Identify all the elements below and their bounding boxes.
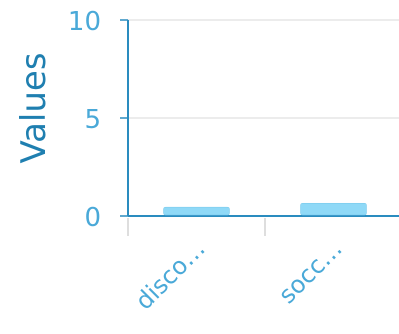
x-tick-label: socc…	[273, 234, 348, 309]
bar-2	[300, 202, 367, 216]
labels: 0 5 10 disco… socc… Values	[14, 7, 348, 315]
y-axis-title: Values	[14, 52, 54, 163]
y-tick-label: 5	[84, 105, 101, 135]
bars	[163, 202, 367, 216]
bar-1	[163, 206, 230, 216]
x-tick-label: disco…	[130, 234, 211, 315]
y-tick-label: 10	[68, 7, 101, 37]
axes	[120, 19, 399, 236]
gridlines	[128, 19, 399, 119]
y-tick-label: 0	[84, 203, 101, 233]
